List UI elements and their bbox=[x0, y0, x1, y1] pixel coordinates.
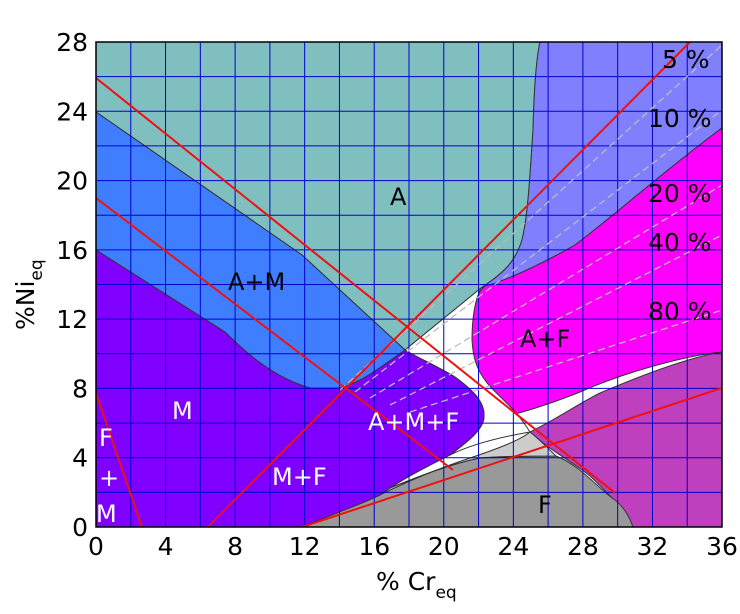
y-axis-label: %Nieq bbox=[11, 259, 47, 330]
region-label-amf: A+M+F bbox=[368, 408, 459, 436]
ferrite-label-20: 20 % bbox=[648, 179, 712, 208]
red-line-b bbox=[96, 197, 454, 471]
x-tick-label: 4 bbox=[158, 532, 174, 561]
y-tick-label: 0 bbox=[72, 513, 88, 542]
red-line-d bbox=[207, 42, 691, 527]
x-tick-labels: 0 4 8 12 16 20 24 28 32 36 bbox=[88, 532, 738, 561]
region-label-mf: M+F bbox=[272, 463, 327, 491]
region-label-fm-line3: M bbox=[96, 500, 117, 528]
y-tick-label: 12 bbox=[56, 305, 88, 334]
ferrite-label-40: 40 % bbox=[648, 228, 712, 257]
region-label-f: F bbox=[538, 491, 552, 519]
ferrite-label-80: 80 % bbox=[648, 297, 712, 326]
y-tick-label: 24 bbox=[56, 97, 88, 126]
x-tick-label: 28 bbox=[567, 532, 599, 561]
y-tick-label: 28 bbox=[56, 28, 88, 57]
red-line-e bbox=[301, 387, 722, 527]
y-axis-label-sub: eq bbox=[27, 259, 47, 280]
ferrite-label-5: 5 % bbox=[662, 45, 710, 74]
ferrite-number-lines bbox=[339, 44, 722, 413]
red-line-a bbox=[96, 77, 616, 494]
ferrite-line-20 bbox=[369, 184, 722, 399]
x-tick-label: 12 bbox=[289, 532, 321, 561]
x-tick-label: 16 bbox=[358, 532, 390, 561]
x-axis-label-main: % Cr bbox=[376, 567, 436, 596]
region-label-a: A bbox=[390, 183, 407, 211]
y-tick-labels: 0 4 8 12 16 20 24 28 bbox=[56, 28, 88, 542]
x-tick-label: 0 bbox=[88, 532, 104, 561]
x-tick-label: 20 bbox=[428, 532, 460, 561]
y-tick-label: 8 bbox=[72, 374, 88, 403]
ferrite-line-10 bbox=[354, 109, 722, 393]
x-axis-label-sub: eq bbox=[435, 583, 456, 603]
x-tick-label: 36 bbox=[706, 532, 738, 561]
ferrite-line-40 bbox=[389, 234, 722, 406]
x-axis-label: % Creq bbox=[376, 567, 457, 603]
red-line-c bbox=[96, 392, 143, 527]
ferrite-label-10: 10 % bbox=[648, 104, 712, 133]
y-tick-label: 20 bbox=[56, 167, 88, 196]
x-tick-label: 32 bbox=[637, 532, 669, 561]
y-axis-label-main: %Ni bbox=[11, 281, 40, 330]
plot-frame bbox=[95, 41, 723, 528]
x-tick-label: 24 bbox=[497, 532, 529, 561]
region-label-fm-line1: F bbox=[99, 424, 113, 452]
y-tick-label: 16 bbox=[56, 236, 88, 265]
grid bbox=[96, 42, 722, 527]
ferrite-line-5 bbox=[339, 44, 722, 391]
region-label-m: M bbox=[172, 397, 193, 425]
region-label-am: A+M bbox=[228, 268, 285, 296]
region-label-fm: F + M bbox=[96, 424, 127, 528]
x-tick-label: 8 bbox=[227, 532, 243, 561]
region-label-af: A+F bbox=[520, 325, 570, 353]
region-label-fm-line2: + bbox=[99, 464, 119, 492]
y-tick-label: 4 bbox=[72, 444, 88, 473]
red-lines bbox=[96, 42, 722, 527]
